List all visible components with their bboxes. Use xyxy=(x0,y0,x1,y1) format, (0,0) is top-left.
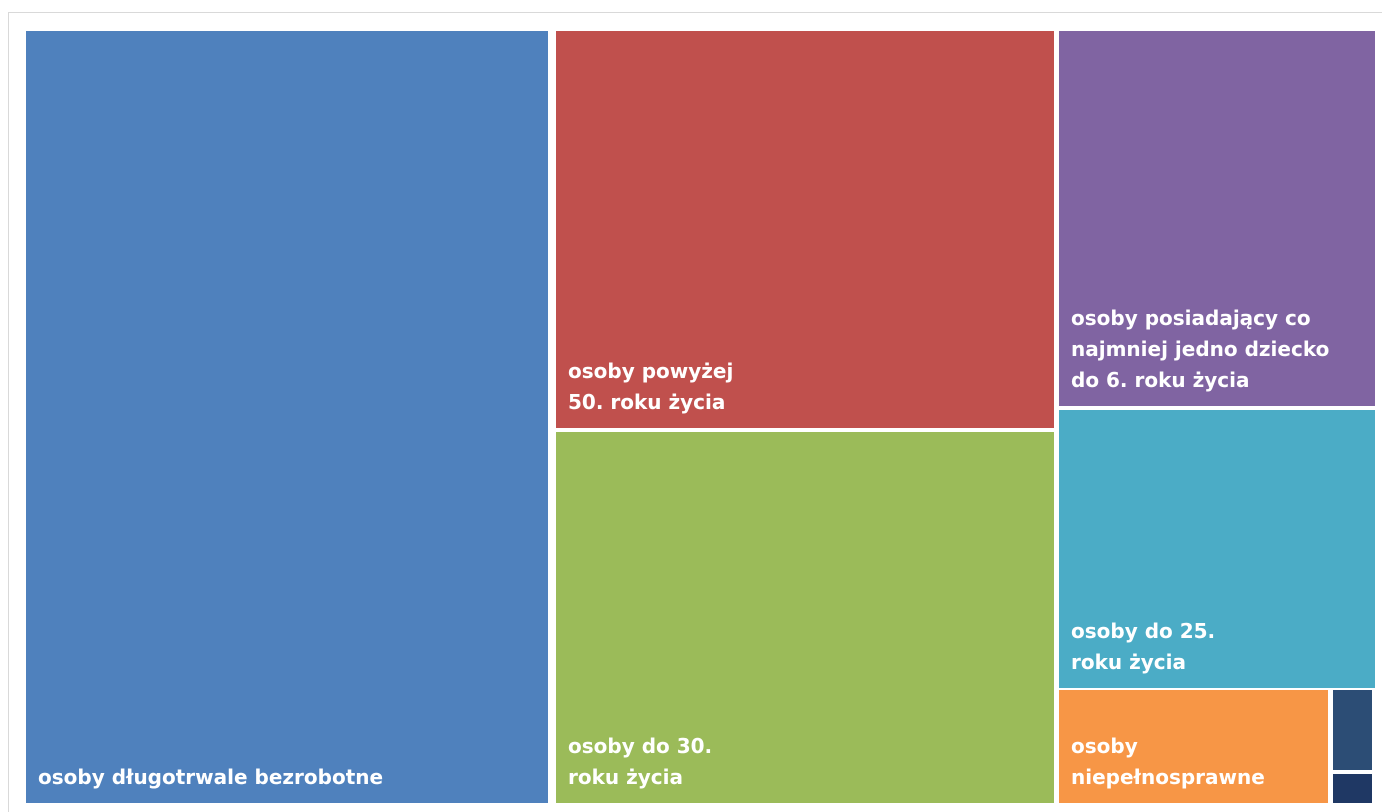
tile-osoby-niepelnosprawne: osoby niepełnosprawne xyxy=(1059,690,1328,803)
tile-osoby-powyzej-50: osoby powyżej 50. roku życia xyxy=(556,31,1054,428)
tile-small-2 xyxy=(1333,774,1372,803)
tile-label-osoby-dlugotrwale-bezrobotne: osoby długotrwale bezrobotne xyxy=(38,765,384,789)
tile-osoby-dlugotrwale-bezrobotne: osoby długotrwale bezrobotne xyxy=(26,31,548,803)
treemap-chart: osoby długotrwale bezrobotne osoby powyż… xyxy=(26,31,1375,803)
tile-small-1 xyxy=(1333,690,1372,770)
tile-label-osoby-do-30: osoby do 30. roku życia xyxy=(568,734,713,789)
chart-frame xyxy=(8,12,1382,812)
tile-label-osoby-powyzej-50: osoby powyżej 50. roku życia xyxy=(568,359,734,414)
tile-osoby-do-30: osoby do 30. roku życia xyxy=(556,432,1054,803)
tile-label-osoby-niepelnosprawne: osoby niepełnosprawne xyxy=(1071,734,1265,789)
tile-label-osoby-do-25: osoby do 25. roku życia xyxy=(1071,619,1216,674)
tile-label-osoby-z-dzieckiem-do-6: osoby posiadający co najmniej jedno dzie… xyxy=(1071,306,1330,392)
tile-osoby-do-25: osoby do 25. roku życia xyxy=(1059,410,1375,688)
tile-osoby-z-dzieckiem-do-6: osoby posiadający co najmniej jedno dzie… xyxy=(1059,31,1375,406)
